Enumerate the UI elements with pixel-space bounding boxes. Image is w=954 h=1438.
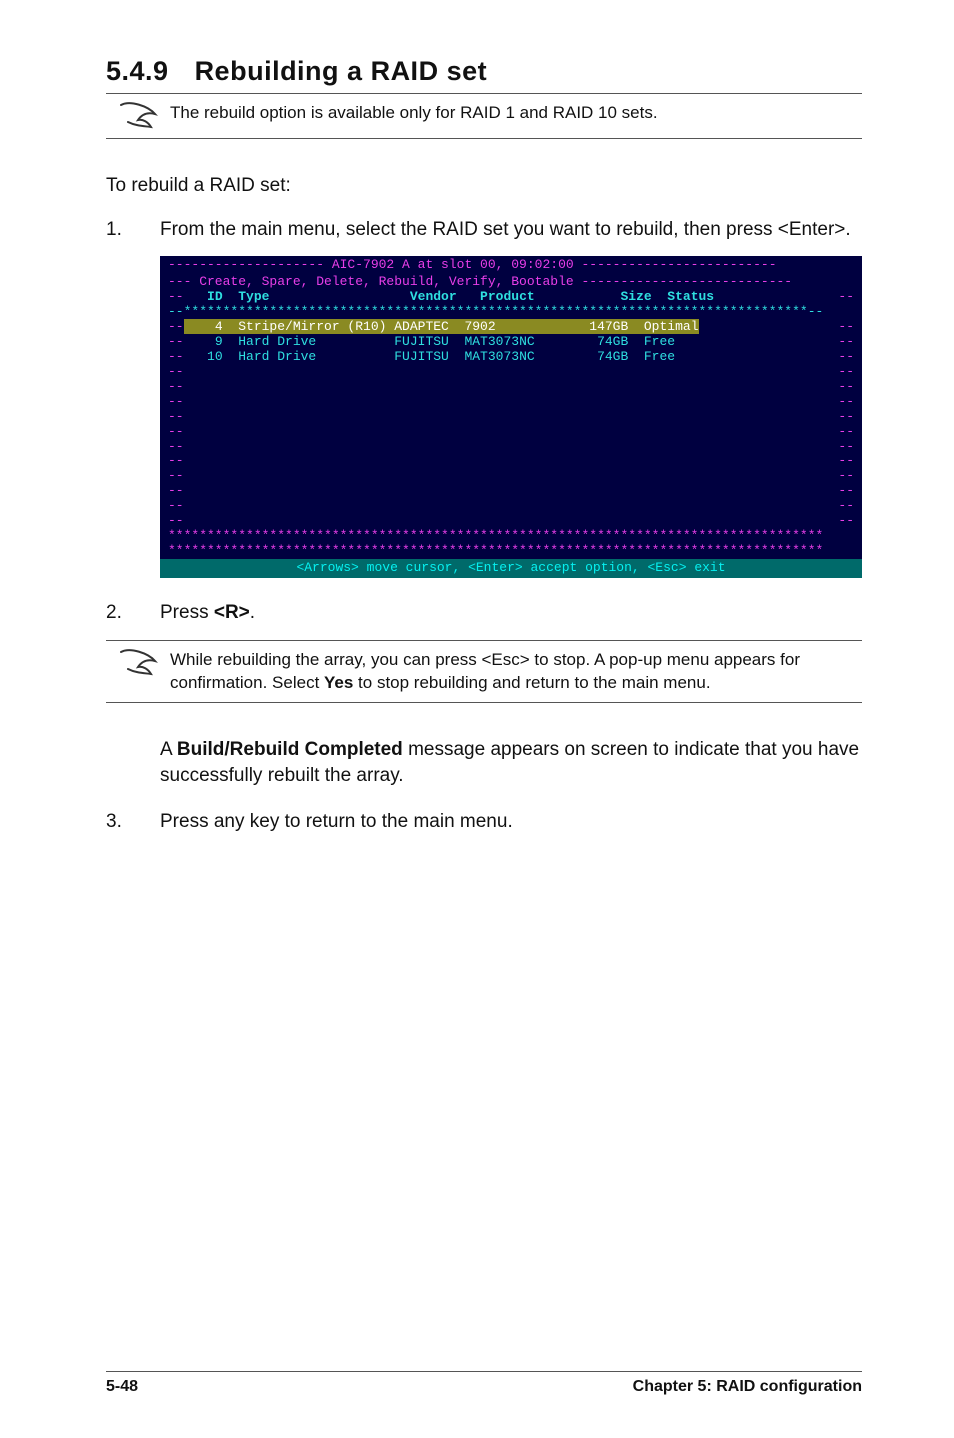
table-row-blank: -- -- <box>168 514 854 529</box>
table-row-blank: -- -- <box>168 469 854 484</box>
bios-footer: <Arrows> move cursor, <Enter> accept opt… <box>160 559 862 578</box>
table-row-blank: -- -- <box>168 380 854 395</box>
bios-title-text: -------------------- AIC-7902 A at slot … <box>168 257 777 272</box>
page-footer: 5-48 Chapter 5: RAID configuration <box>106 1371 862 1396</box>
step-2: 2. Press <R>. <box>106 600 862 626</box>
table-row-blank: -- -- <box>168 425 854 440</box>
section-number: 5.4.9 <box>106 56 169 87</box>
step-body: Press <R>. <box>160 600 862 626</box>
steps-list-2: 2. Press <R>. <box>106 600 862 626</box>
step-number: 1. <box>106 217 160 243</box>
table-row-blank: -- -- <box>168 454 854 469</box>
note-block-1: The rebuild option is available only for… <box>106 93 862 139</box>
table-row: -- 4 Stripe/Mirror (R10) ADAPTEC 7902 14… <box>168 320 854 335</box>
note-text: The rebuild option is available only for… <box>170 100 658 125</box>
bios-separator-bottom-1: ****************************************… <box>160 529 862 544</box>
step-3: 3. Press any key to return to the main m… <box>106 809 862 835</box>
note-block-2: While rebuilding the array, you can pres… <box>106 640 862 704</box>
step-body: Press any key to return to the main menu… <box>160 809 862 835</box>
steps-list-3: 3. Press any key to return to the main m… <box>106 809 862 835</box>
bios-screenshot: -------------------- AIC-7902 A at slot … <box>160 256 862 578</box>
section-heading: 5.4.9 Rebuilding a RAID set <box>106 56 862 87</box>
result-b: Build/Rebuild Completed <box>177 739 403 760</box>
table-row-blank: -- -- <box>168 395 854 410</box>
step-body: From the main menu, select the RAID set … <box>160 217 862 243</box>
table-row: -- 9 Hard Drive FUJITSU MAT3073NC 74GB F… <box>168 335 854 350</box>
bios-menu-text: --- Create, Spare, Delete, Rebuild, Veri… <box>168 274 792 289</box>
note2-bold: Yes <box>324 673 353 692</box>
note-icon <box>106 647 170 677</box>
bios-window: -------------------- AIC-7902 A at slot … <box>160 256 862 578</box>
step-2-key: <R> <box>214 602 250 623</box>
step-2-text-a: Press <box>160 602 214 623</box>
bios-column-header: -- ID Type Vendor Product Size Status -- <box>160 290 862 305</box>
result-paragraph: A Build/Rebuild Completed message appear… <box>160 737 862 788</box>
bios-separator-bottom-2: ****************************************… <box>160 544 862 559</box>
section-title: Rebuilding a RAID set <box>195 56 488 87</box>
table-row: -- 10 Hard Drive FUJITSU MAT3073NC 74GB … <box>168 350 854 365</box>
bios-separator-top: --**************************************… <box>160 305 862 320</box>
intro-text: To rebuild a RAID set: <box>106 173 862 199</box>
note2-text-b: to stop rebuilding and return to the mai… <box>353 673 710 692</box>
step-number: 2. <box>106 600 160 626</box>
page-number: 5-48 <box>106 1378 138 1396</box>
step-2-text-b: . <box>250 602 255 623</box>
result-a: A <box>160 739 177 760</box>
table-row-blank: -- -- <box>168 410 854 425</box>
note-icon <box>106 100 170 130</box>
bios-rows: -- 4 Stripe/Mirror (R10) ADAPTEC 7902 14… <box>160 320 862 529</box>
table-row-blank: -- -- <box>168 484 854 499</box>
table-row-blank: -- -- <box>168 440 854 455</box>
step-number: 3. <box>106 809 160 835</box>
bios-menu-line: --- Create, Spare, Delete, Rebuild, Veri… <box>160 273 862 290</box>
step-1: 1. From the main menu, select the RAID s… <box>106 217 862 243</box>
bios-header-labels: ID Type Vendor Product Size Status <box>184 290 839 305</box>
chapter-label: Chapter 5: RAID configuration <box>633 1378 862 1396</box>
table-row-blank: -- -- <box>168 499 854 514</box>
table-row-blank: -- -- <box>168 365 854 380</box>
steps-list: 1. From the main menu, select the RAID s… <box>106 217 862 243</box>
note-text: While rebuilding the array, you can pres… <box>170 647 862 695</box>
bios-title-line: -------------------- AIC-7902 A at slot … <box>160 256 862 273</box>
